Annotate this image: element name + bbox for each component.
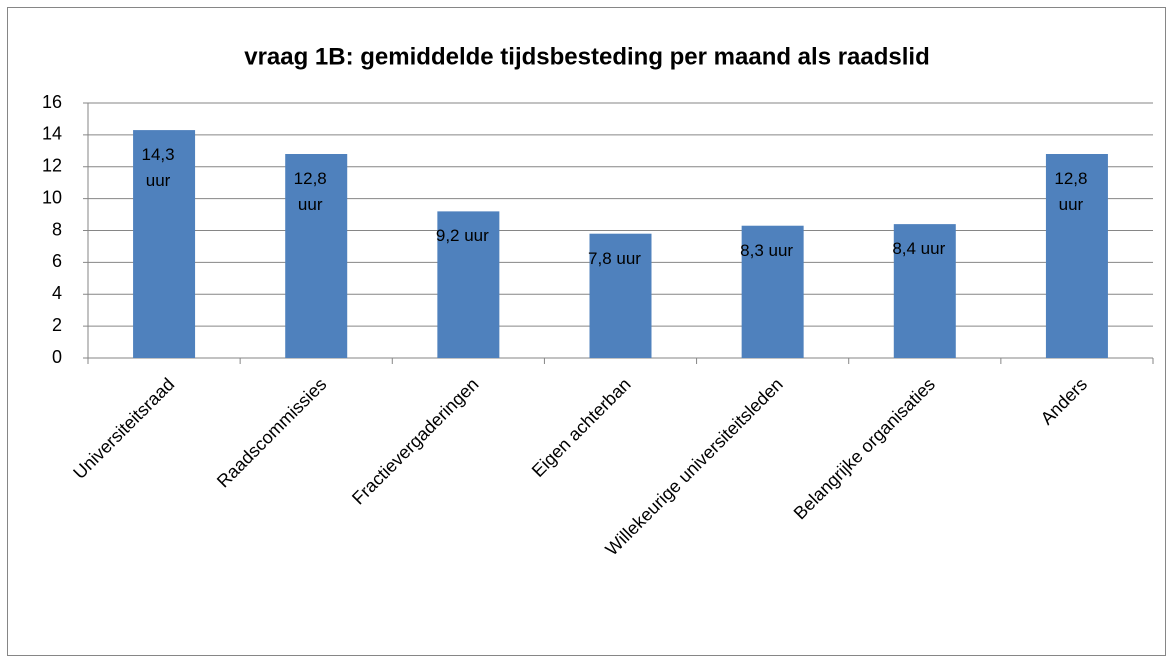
bar [893, 224, 956, 358]
value-label-box: 7,8 uur [588, 248, 641, 268]
value-label: 8,3 uur [740, 240, 794, 260]
value-label: 14,3 uur [141, 145, 175, 191]
chart-title: vraag 1B: gemiddelde tijdsbesteding per … [244, 43, 930, 70]
y-tick-label: 0 [52, 347, 62, 367]
bar [589, 233, 652, 358]
value-label-box: 14,3 uur [141, 145, 175, 191]
value-label-box: 12,8 uur [1054, 169, 1088, 214]
value-label: 9,2 uur [435, 226, 489, 246]
value-label-box: 8,4 uur [892, 239, 946, 259]
value-label: 8,4 uur [892, 239, 946, 259]
value-label-box: 9,2 uur [435, 226, 489, 246]
y-tick-label: 10 [42, 187, 62, 207]
y-tick-label: 8 [52, 219, 62, 239]
y-tick-label: 6 [52, 251, 62, 271]
value-label: 7,8 uur [588, 248, 641, 268]
value-label-box: 8,3 uur [740, 240, 794, 260]
chart-border [7, 7, 1166, 656]
y-tick-label: 14 [42, 124, 62, 144]
bar [133, 130, 196, 358]
y-tick-label: 2 [52, 315, 62, 335]
value-label: 12,8 uur [1054, 169, 1088, 214]
bar [285, 154, 348, 358]
y-tick-label: 4 [52, 283, 62, 303]
value-label: 12,8 uur [293, 169, 327, 214]
bar [1045, 154, 1108, 358]
y-tick-label: 16 [42, 92, 62, 112]
bar [437, 211, 500, 358]
value-label-box: 12,8 uur [293, 169, 327, 214]
y-tick-label: 12 [42, 156, 62, 176]
bar [741, 225, 804, 358]
